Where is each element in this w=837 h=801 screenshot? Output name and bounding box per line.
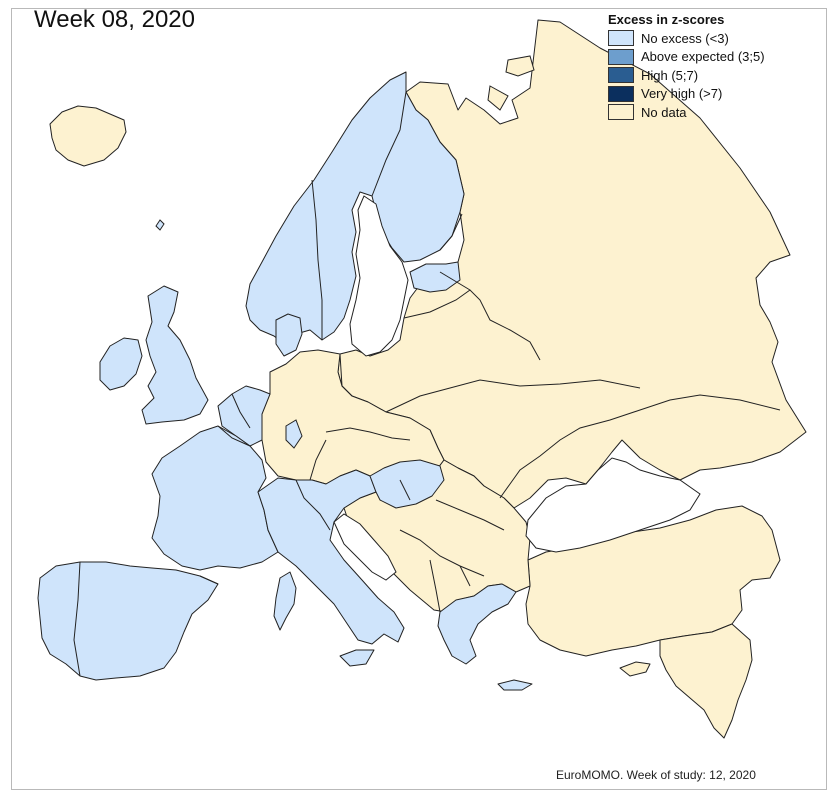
map-title: Week 08, 2020 [34,6,196,33]
country-france [151,425,279,571]
legend-item-very-high: Very high (>7) [608,85,765,104]
region-hungary [369,459,445,509]
country-uk [141,285,209,425]
legend: Excess in z-scores No excess (<3) Above … [608,12,765,122]
country-iceland [49,105,127,167]
legend-label: No data [641,104,687,120]
legend-swatch [608,48,634,65]
region-iberia [37,561,219,681]
region-benelux [217,385,271,447]
legend-label: Above expected (3;5) [641,49,765,65]
map-credit: EuroMOMO. Week of study: 12, 2020 [556,768,756,782]
legend-item-no-data: No data [608,103,765,122]
region-middle-east [659,623,753,739]
legend-label: High (5;7) [641,67,699,83]
country-borders [73,91,781,677]
country-denmark [275,313,303,357]
region-italy-switzerland [257,469,405,645]
country-ireland [99,337,143,391]
legend-label: No excess (<3) [641,30,729,46]
legend-item-above-expected: Above expected (3;5) [608,48,765,67]
legend-item-high: High (5;7) [608,66,765,85]
region-scandinavia [245,71,465,345]
country-estonia [409,261,461,293]
country-greece [437,583,517,665]
legend-swatch [608,104,634,121]
sea-overlays [333,195,701,581]
legend-label: Very high (>7) [641,86,723,102]
legend-swatch [608,30,634,47]
island-sicily [339,649,375,667]
small-islands [155,55,535,449]
legend-swatch [608,67,634,84]
country-cyprus [619,661,651,677]
island-crete [497,679,533,691]
legend-item-no-excess: No excess (<3) [608,29,765,48]
legend-title: Excess in z-scores [608,12,725,27]
legend-swatch [608,85,634,102]
island-corsica-sardinia [273,571,297,631]
